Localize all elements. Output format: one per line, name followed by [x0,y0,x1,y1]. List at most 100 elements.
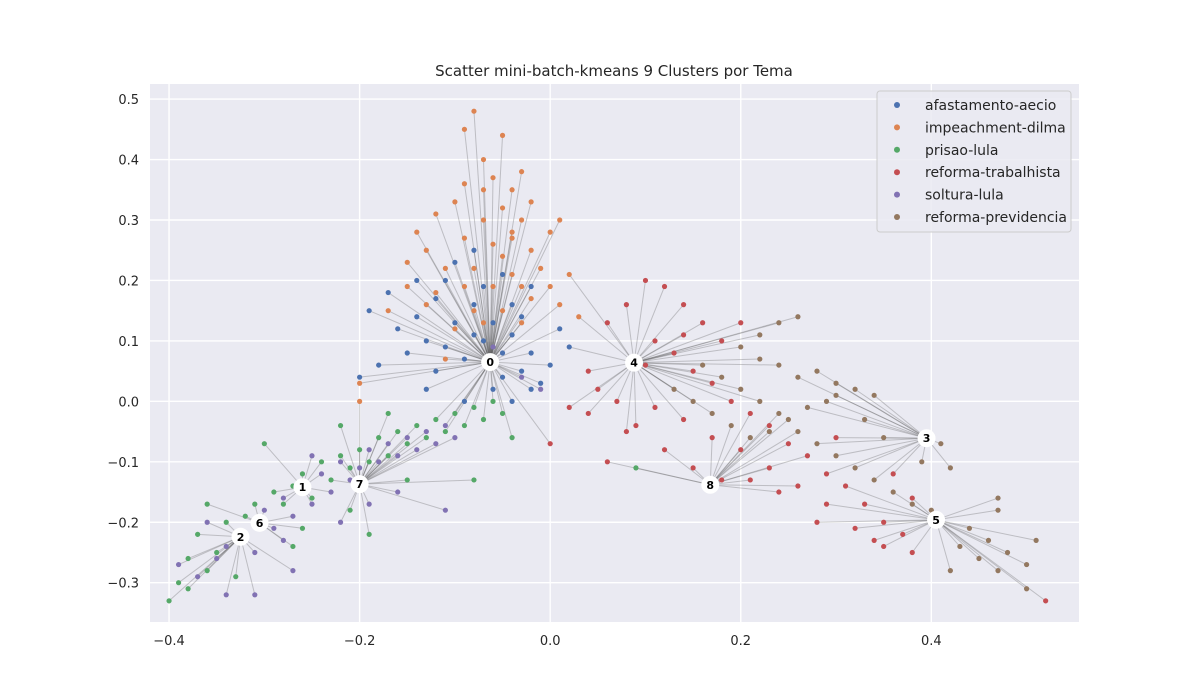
centroid-link [225,536,242,595]
data-point [919,459,925,465]
legend-label: impeachment-dilma [925,120,1066,136]
data-point [909,501,915,507]
centroid-link [855,519,937,529]
centroid-link [489,316,523,363]
data-point [214,549,220,556]
data-point [785,441,791,447]
data-point [433,441,439,447]
data-point [719,477,725,483]
centroid-link [633,280,646,363]
data-point [414,447,420,453]
centroid-marker [250,513,269,532]
centroid-label: 7 [356,478,364,491]
data-point [538,380,544,386]
x-tick-label: −0.4 [153,634,185,649]
data-point [452,320,458,326]
centroid-link [489,361,513,438]
data-point [519,374,525,380]
centroid-link [359,361,491,378]
data-point [623,302,630,308]
data-point [318,459,325,465]
data-point [395,489,401,495]
data-point [461,126,468,132]
y-tick-label: 0.2 [118,274,139,289]
data-point [519,368,525,374]
data-point [366,308,372,314]
chart-title: Scatter mini-batch-kmeans 9 Clusters por… [435,62,793,80]
centroid-label: 1 [299,481,307,494]
centroid-link [378,361,491,366]
data-point [804,453,811,459]
data-point [442,277,448,284]
centroid-label: 0 [486,356,494,369]
data-point [404,350,410,356]
data-point [499,271,506,278]
data-point [700,320,706,326]
centroid-link [416,316,491,363]
data-point [804,404,811,411]
centroid-link [935,519,1008,553]
data-point [480,217,487,223]
data-point [795,483,801,489]
data-point [928,507,934,513]
centroid-link [710,484,779,493]
centroid-label: 5 [932,514,940,527]
centroid-link [935,509,999,521]
data-point [175,561,182,568]
centroid-link [845,485,937,521]
centroid-link [634,358,760,364]
centroid-link [359,437,427,485]
data-point [166,598,172,604]
data-point [547,283,553,290]
centroid-link [489,286,532,363]
data-point [252,592,258,598]
centroid-label: 2 [237,531,245,544]
centroid-link [826,400,927,439]
data-point [385,410,391,417]
centroid-link [633,346,741,364]
data-point [461,398,468,404]
centroid-link [633,340,722,364]
data-point [366,447,372,453]
centroid-link [835,382,927,439]
data-point [471,265,477,271]
data-point [433,211,439,217]
centroid-link [633,304,684,363]
data-point [776,410,782,417]
centroid-link [709,431,770,486]
centroid-marker [231,527,250,546]
data-point [1043,598,1049,604]
data-point [499,374,506,380]
data-point [280,501,286,507]
data-point [871,392,877,398]
centroid-link [463,183,491,363]
y-tick-label: 0.5 [118,93,139,108]
data-point [471,108,477,114]
data-point [528,295,534,302]
centroid-link [835,394,927,439]
data-point [519,320,525,326]
legend-marker [894,102,900,108]
data-point [385,289,391,296]
data-point [499,308,506,314]
centroid-link [463,361,491,426]
data-point [442,356,448,362]
data-point [471,404,477,411]
data-point [814,441,820,447]
data-point [966,525,973,531]
centroid-marker [927,510,946,529]
data-point [309,453,315,459]
data-point [471,308,477,314]
data-point [490,283,496,290]
centroid-link [709,437,751,486]
data-point [309,495,315,501]
centroid-link [633,322,703,364]
centroid-marker [917,429,936,448]
data-point [738,447,744,453]
data-point [471,247,477,253]
data-point [633,422,639,429]
centroid-link [489,268,542,363]
centroid-link [633,362,637,426]
centroid-link [489,232,513,363]
centroid-link [359,479,474,485]
